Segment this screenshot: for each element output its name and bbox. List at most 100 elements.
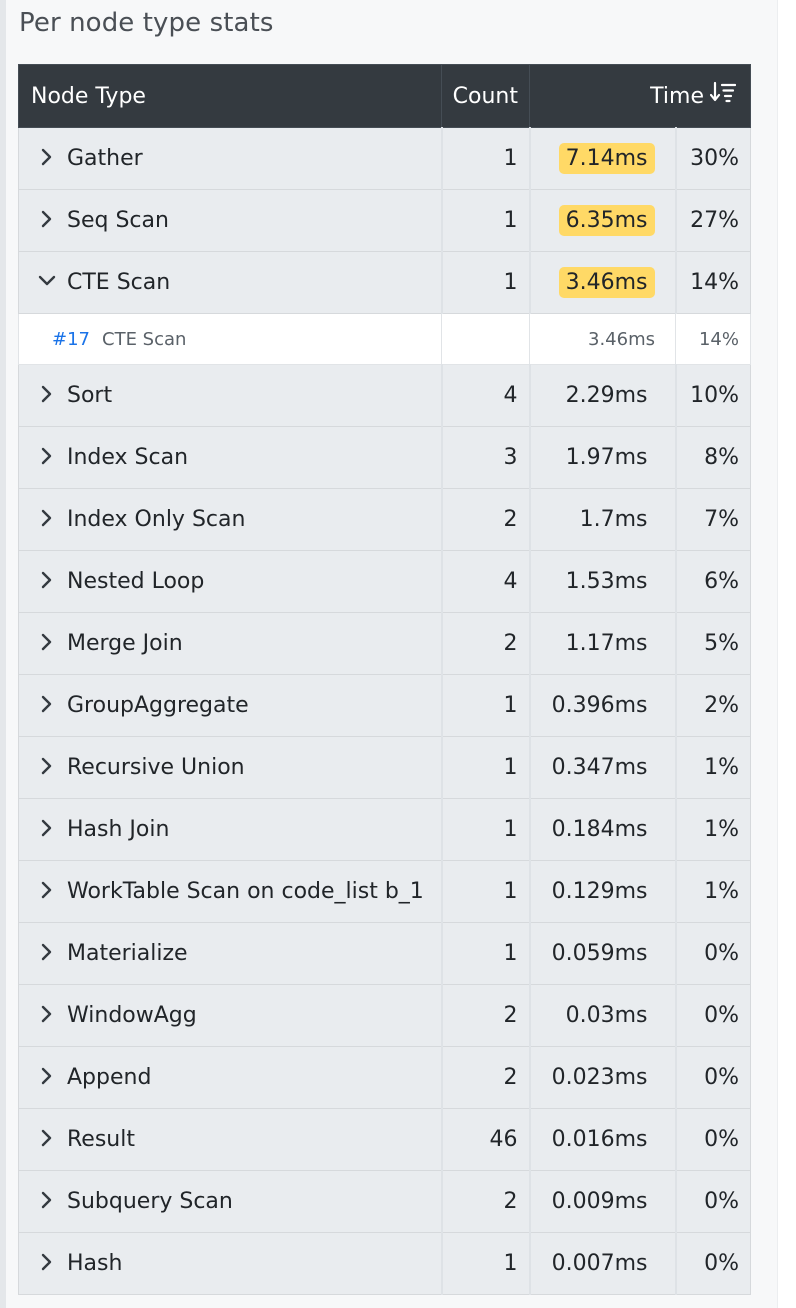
table-row[interactable]: CTE Scan 1 3.46ms 14% [18, 251, 751, 314]
node-type-name: Result [67, 1127, 135, 1152]
table-header-row: Node Type Count Time [18, 64, 751, 128]
node-type-cell[interactable]: Materialize [18, 922, 443, 985]
node-type-cell[interactable]: Nested Loop [18, 550, 443, 613]
time-value: 1.17ms [565, 631, 648, 656]
header-time[interactable]: Time [529, 64, 751, 128]
time-value: 0.129ms [551, 879, 648, 904]
chevron-right-icon[interactable] [37, 880, 57, 900]
chevron-right-icon[interactable] [37, 1252, 57, 1272]
node-type-cell[interactable]: Append [18, 1046, 443, 1109]
node-type-cell[interactable]: GroupAggregate [18, 674, 443, 737]
time-cell: 0.059ms [529, 922, 677, 985]
time-cell: 6.35ms [529, 189, 677, 252]
node-type-cell[interactable]: Gather [18, 127, 443, 190]
count-cell: 1 [441, 674, 531, 737]
node-type-name: Subquery Scan [67, 1189, 233, 1214]
chevron-right-icon[interactable] [37, 147, 57, 167]
percent-cell: 5% [675, 612, 751, 675]
table-row[interactable]: Index Scan 3 1.97ms 8% [18, 426, 751, 489]
node-type-name: Index Scan [67, 445, 189, 470]
chevron-right-icon[interactable] [37, 942, 57, 962]
scrollbar-track[interactable] [777, 0, 796, 1308]
percent-cell: 2% [675, 674, 751, 737]
chevron-right-icon[interactable] [37, 384, 57, 404]
chevron-right-icon[interactable] [37, 1190, 57, 1210]
count-cell: 1 [441, 922, 531, 985]
time-cell: 1.7ms [529, 488, 677, 551]
node-type-cell[interactable]: WindowAgg [18, 984, 443, 1047]
node-type-cell[interactable]: CTE Scan [18, 251, 443, 314]
chevron-right-icon[interactable] [37, 818, 57, 838]
node-type-name: Index Only Scan [67, 507, 246, 532]
table-row[interactable]: Sort 4 2.29ms 10% [18, 364, 751, 427]
count-cell: 2 [441, 1170, 531, 1233]
node-type-cell[interactable]: Recursive Union [18, 736, 443, 799]
time-value: 1.53ms [565, 569, 648, 594]
table-row[interactable]: Recursive Union 1 0.347ms 1% [18, 736, 751, 799]
chevron-right-icon[interactable] [37, 209, 57, 229]
table-row[interactable]: WindowAgg 2 0.03ms 0% [18, 984, 751, 1047]
table-row[interactable]: Nested Loop 4 1.53ms 6% [18, 550, 751, 613]
count-cell: 2 [441, 612, 531, 675]
header-node-type[interactable]: Node Type [18, 64, 442, 128]
sort-descending-icon[interactable] [709, 81, 737, 109]
node-type-cell[interactable]: Hash Join [18, 798, 443, 861]
node-type-name: Merge Join [67, 631, 183, 656]
count-cell: 2 [441, 984, 531, 1047]
count-cell: 1 [441, 1232, 531, 1295]
time-value: 0.03ms [565, 1003, 648, 1028]
table-row[interactable]: Hash Join 1 0.184ms 1% [18, 798, 751, 861]
node-detail-name-cell: #17 CTE Scan [18, 313, 442, 365]
table-row[interactable]: WorkTable Scan on code_list b_1 1 0.129ms 1… [18, 860, 751, 923]
count-cell: 1 [441, 736, 531, 799]
table-row[interactable]: Materialize 1 0.059ms 0% [18, 922, 751, 985]
chevron-right-icon[interactable] [37, 1066, 57, 1086]
table-body: Gather 1 7.14ms 30% Seq Scan 1 6.35ms 27% CTE Sc… [18, 127, 751, 1295]
node-type-name: CTE Scan [67, 270, 171, 295]
chevron-right-icon[interactable] [37, 508, 57, 528]
chevron-right-icon[interactable] [37, 570, 57, 590]
node-type-cell[interactable]: Sort [18, 364, 443, 427]
time-value: 0.016ms [551, 1127, 648, 1152]
node-type-cell[interactable]: Merge Join [18, 612, 443, 675]
chevron-down-icon[interactable] [37, 271, 57, 291]
table-row[interactable]: Seq Scan 1 6.35ms 27% [18, 189, 751, 252]
time-cell: 0.009ms [529, 1170, 677, 1233]
chevron-right-icon[interactable] [37, 1128, 57, 1148]
node-detail-row[interactable]: #17 CTE Scan 3.46ms 14% [18, 313, 751, 365]
table-row[interactable]: Hash 1 0.007ms 0% [18, 1232, 751, 1295]
header-count[interactable]: Count [441, 64, 530, 128]
chevron-right-icon[interactable] [37, 694, 57, 714]
node-id-link[interactable]: #17 [52, 328, 90, 350]
node-type-name: Sort [67, 383, 113, 408]
time-cell: 0.184ms [529, 798, 677, 861]
table-row[interactable]: Gather 1 7.14ms 30% [18, 127, 751, 190]
time-value: 0.059ms [551, 941, 648, 966]
table-row[interactable]: Append 2 0.023ms 0% [18, 1046, 751, 1109]
chevron-right-icon[interactable] [37, 446, 57, 466]
time-cell: 0.016ms [529, 1108, 677, 1171]
node-type-cell[interactable]: Index Scan [18, 426, 443, 489]
node-detail-time: 3.46ms [529, 313, 676, 365]
table-row[interactable]: Subquery Scan 2 0.009ms 0% [18, 1170, 751, 1233]
chevron-right-icon[interactable] [37, 632, 57, 652]
time-cell: 1.53ms [529, 550, 677, 613]
percent-cell: 0% [675, 1170, 751, 1233]
table-row[interactable]: Merge Join 2 1.17ms 5% [18, 612, 751, 675]
node-type-cell[interactable]: Subquery Scan [18, 1170, 443, 1233]
node-type-cell[interactable]: Result [18, 1108, 443, 1171]
time-cell: 0.03ms [529, 984, 677, 1047]
table-row[interactable]: Result 46 0.016ms 0% [18, 1108, 751, 1171]
time-value: 1.7ms [579, 507, 648, 532]
chevron-right-icon[interactable] [37, 1004, 57, 1024]
time-value: 0.184ms [551, 817, 648, 842]
node-type-cell[interactable]: WorkTable Scan on code_list b_1 [18, 860, 443, 923]
node-type-cell[interactable]: Index Only Scan [18, 488, 443, 551]
table-row[interactable]: GroupAggregate 1 0.396ms 2% [18, 674, 751, 737]
node-type-cell[interactable]: Hash [18, 1232, 443, 1295]
chevron-right-icon[interactable] [37, 756, 57, 776]
percent-cell: 1% [675, 736, 751, 799]
percent-cell: 27% [675, 189, 751, 252]
table-row[interactable]: Index Only Scan 2 1.7ms 7% [18, 488, 751, 551]
node-type-cell[interactable]: Seq Scan [18, 189, 443, 252]
